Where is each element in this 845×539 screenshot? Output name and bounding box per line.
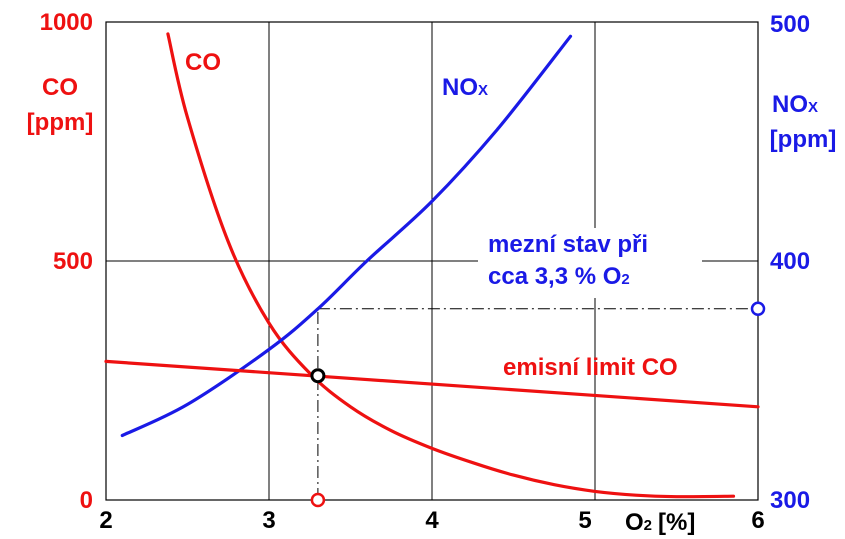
x-tick-5: 5 xyxy=(578,507,591,534)
y-left-tick-0: 0 xyxy=(80,487,93,514)
y-right-label-line2: [ppm] xyxy=(770,126,837,153)
annotation-line2: cca 3,3 % O2 xyxy=(488,263,630,290)
markers xyxy=(310,301,766,508)
y-right-tick-300: 300 xyxy=(770,487,810,514)
x-axis-label: O2 [%] xyxy=(625,509,695,536)
series-line-1 xyxy=(120,34,573,438)
x-tick-3: 3 xyxy=(262,507,275,534)
guide-lines xyxy=(317,308,758,500)
curves xyxy=(104,32,760,499)
annotation-box xyxy=(478,228,702,298)
y-right-tick-400: 400 xyxy=(770,248,810,275)
x-tick-2: 2 xyxy=(99,507,112,534)
series-line-0 xyxy=(166,32,736,499)
series-label-nox: NOX xyxy=(442,74,488,101)
right-axis-marker xyxy=(750,301,766,317)
y-left-tick-1000: 1000 xyxy=(40,9,93,36)
y-left-tick-500: 500 xyxy=(53,248,93,275)
y-left-label-line2: [ppm] xyxy=(27,109,94,136)
x-axis-marker xyxy=(310,492,326,508)
x-tick-6: 6 xyxy=(751,507,764,534)
y-right-label-line1: NOX xyxy=(772,91,818,118)
tick-labels: 2 3 4 5 6 0 500 1000 300 400 500 xyxy=(40,9,810,534)
series-label-emission-limit: emisní limit CO xyxy=(503,354,678,381)
y-right-tick-500: 500 xyxy=(770,11,810,38)
x-tick-4: 4 xyxy=(425,507,439,534)
series-line-2 xyxy=(104,359,760,409)
intersection-marker xyxy=(310,368,326,384)
y-left-label-line1: CO xyxy=(42,74,78,101)
annotation-line1: mezní stav při xyxy=(488,231,648,258)
grid xyxy=(105,21,759,501)
series-label-co: CO xyxy=(185,49,221,76)
